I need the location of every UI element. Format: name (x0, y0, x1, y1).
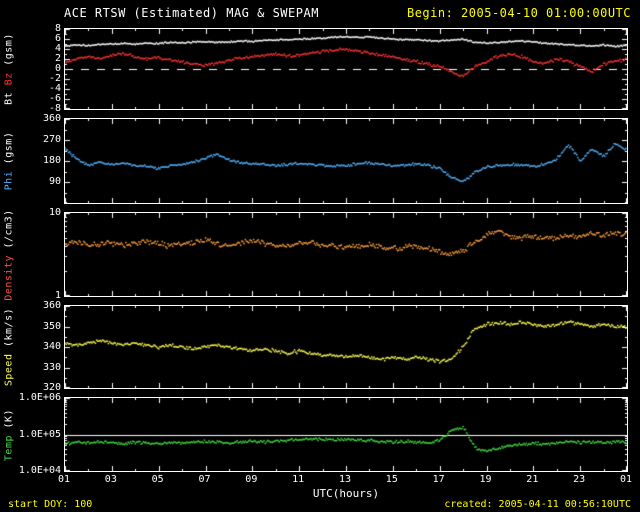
x-tick-label: 17 (432, 474, 445, 485)
x-tick-label: 13 (338, 474, 352, 485)
y-tick-label: -8 (48, 103, 61, 114)
plot-box-density (64, 212, 628, 297)
plot-box-temp (64, 397, 628, 472)
panel-phi: Phi (gsm) 360 270 180 90 (0, 114, 640, 204)
y-tick-labels-density: 10 1 (0, 208, 61, 301)
y-tick-label: 360 (42, 300, 61, 311)
y-tick-label: -6 (48, 93, 61, 104)
y-tick-label: 1.0E+05 (18, 428, 61, 440)
y-tick-label: 4 (54, 43, 61, 54)
y-tick-labels-phi: 360 270 180 90 (0, 114, 61, 204)
y-tick-label: 180 (42, 155, 61, 166)
x-tick-label: 09 (245, 474, 258, 485)
y-tick-label: 6 (54, 33, 61, 44)
x-tick-label: 19 (479, 474, 492, 485)
x-tick-label: 11 (292, 474, 305, 485)
x-tick-label: 03 (104, 474, 117, 485)
trace-canvas-temp (65, 398, 627, 471)
y-tick-label: 270 (42, 134, 61, 145)
trace-canvas-density (65, 213, 627, 296)
y-tick-label: -2 (48, 73, 61, 84)
panel-mag-bt-bz: Bt Bz (gsm) 8 6 4 2 0 -2 -4 -6 -8 (0, 24, 640, 114)
y-tick-labels-mag: 8 6 4 2 0 -2 -4 -6 -8 (0, 24, 61, 114)
y-tick-labels-temp: 1.0E+06 1.0E+05 1.0E+04 (0, 393, 61, 476)
y-tick-label: 360 (42, 113, 61, 124)
x-tick-labels: 01 03 05 07 09 11 13 15 17 19 21 23 01 (58, 474, 632, 486)
x-axis-label: UTC(hours) (312, 487, 380, 500)
x-tick-label: 05 (151, 474, 164, 485)
y-tick-label: 1.0E+06 (18, 392, 61, 403)
start-doy-label: start DOY: 100 (8, 499, 93, 510)
x-tick-label: 15 (385, 474, 398, 485)
created-timestamp: created: 2005-04-11 00:56:10UTC (444, 499, 631, 510)
plot-box-mag (64, 28, 628, 110)
y-tick-label: 1.0E+04 (18, 465, 61, 476)
plot-box-phi (64, 118, 628, 204)
plot-box-speed (64, 305, 628, 389)
y-tick-label: 2 (54, 53, 61, 64)
plot-title: ACE RTSW (Estimated) MAG & SWEPAM (64, 6, 319, 20)
panel-speed: Speed (km/s) 360 350 340 330 320 (0, 301, 640, 393)
y-tick-label: 10 (48, 207, 61, 218)
x-tick-label: 01 (57, 474, 71, 485)
y-tick-label: 320 (42, 382, 61, 393)
x-tick-label: 07 (198, 474, 211, 485)
y-tick-label: 330 (42, 361, 61, 373)
x-tick-label: 01 (619, 474, 633, 485)
x-tick-label: 21 (526, 474, 539, 485)
trace-canvas-mag (65, 29, 627, 109)
y-tick-label: 1 (54, 290, 61, 301)
trace-canvas-speed (65, 306, 627, 388)
panel-temp: Temp (K) 1.0E+06 1.0E+05 1.0E+04 (0, 393, 640, 476)
y-tick-label: 0 (54, 63, 61, 74)
y-tick-label: -4 (48, 83, 61, 94)
y-tick-label: 8 (54, 23, 61, 34)
y-tick-label: 350 (42, 320, 61, 332)
x-tick-label: 23 (573, 474, 586, 485)
trace-canvas-phi (65, 119, 627, 203)
y-tick-label: 340 (42, 341, 61, 352)
y-tick-label: 90 (48, 176, 61, 187)
begin-timestamp: Begin: 2005-04-10 01:00:00UTC (406, 6, 631, 20)
panel-density: Density (/cm3) 10 1 (0, 208, 640, 301)
y-tick-labels-speed: 360 350 340 330 320 (0, 301, 61, 393)
